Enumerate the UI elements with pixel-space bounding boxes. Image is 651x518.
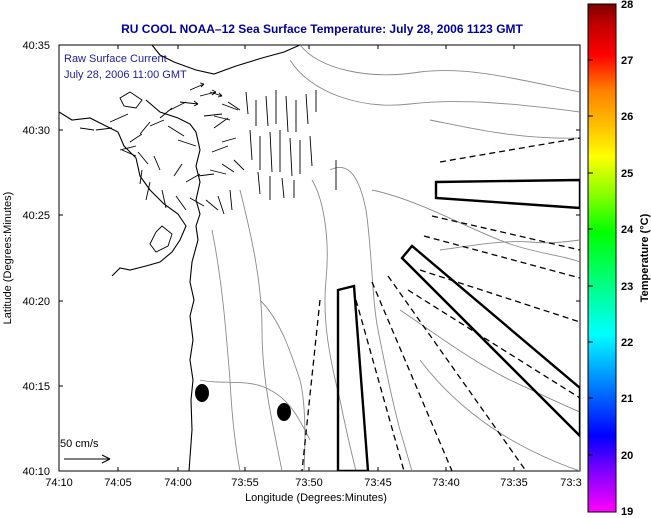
colorbar-tick-label: 21	[621, 393, 633, 405]
x-axis-label: Longitude (Degrees:Minutes)	[245, 492, 387, 504]
coastline-inner	[119, 91, 173, 253]
y-tick-label: 40:25	[22, 210, 50, 222]
x-tick-label: 73:55	[231, 477, 259, 489]
x-tick-labels: 74:10 74:05 74:00 73:55 73:50 73:45 73:4…	[45, 477, 581, 489]
map-title: RU COOL NOAA–12 Sea Surface Temperature:…	[121, 22, 523, 36]
colorbar-tick-label: 27	[621, 55, 633, 67]
y-tick-label: 40:20	[22, 296, 50, 308]
colorbar-label: Temperature (°C)	[639, 213, 651, 302]
map-axes	[58, 44, 581, 472]
x-tick-label: 74:00	[164, 477, 192, 489]
y-tick-labels: 40:35 40:30 40:25 40:20 40:15 40:10	[22, 40, 50, 478]
legend-line-2: July 28, 2006 11:00 GMT	[64, 69, 187, 81]
y-tick-label: 40:35	[22, 40, 50, 52]
station-marker	[195, 384, 209, 402]
x-tick-label: 73:35	[500, 477, 528, 489]
scale-arrow	[64, 454, 111, 464]
y-tick-label: 40:15	[22, 381, 50, 393]
colorbar-tick-label: 24	[621, 224, 634, 236]
legend-line-1: Raw Surface Current	[64, 53, 167, 65]
coastline	[59, 45, 301, 471]
scale-label: 50 cm/s	[60, 438, 99, 450]
bathymetry-contours	[199, 45, 580, 471]
colorbar-tick-label: 19	[621, 506, 633, 518]
map-content	[59, 45, 580, 471]
colorbar-tick-label: 22	[621, 337, 633, 349]
colorbar-tick-label: 28	[621, 0, 633, 11]
transect-boxes	[336, 178, 580, 471]
colorbar	[587, 3, 617, 513]
y-tick-label: 40:10	[22, 466, 50, 478]
y-axis-label: Latitude (Degrees:Minutes)	[2, 192, 14, 325]
y-tick-label: 40:30	[22, 125, 50, 137]
colorbar-tick-label: 26	[621, 111, 633, 123]
x-tick-label: 73:3	[560, 477, 581, 489]
station-marker	[277, 403, 291, 421]
x-tick-label: 74:05	[104, 477, 132, 489]
colorbar-ticks: 28 27 26 25 24 23 22 21 20 19	[588, 0, 634, 518]
radial-dashed-lines	[301, 137, 580, 471]
colorbar-tick-label: 23	[621, 281, 633, 293]
x-tick-label: 73:45	[364, 477, 392, 489]
current-vectors	[79, 82, 337, 215]
x-tick-label: 74:10	[45, 477, 73, 489]
tick-marks	[59, 45, 580, 471]
x-tick-label: 73:50	[295, 477, 323, 489]
colorbar-tick-label: 20	[621, 450, 633, 462]
x-tick-label: 73:40	[432, 477, 460, 489]
colorbar-tick-label: 25	[621, 168, 633, 180]
